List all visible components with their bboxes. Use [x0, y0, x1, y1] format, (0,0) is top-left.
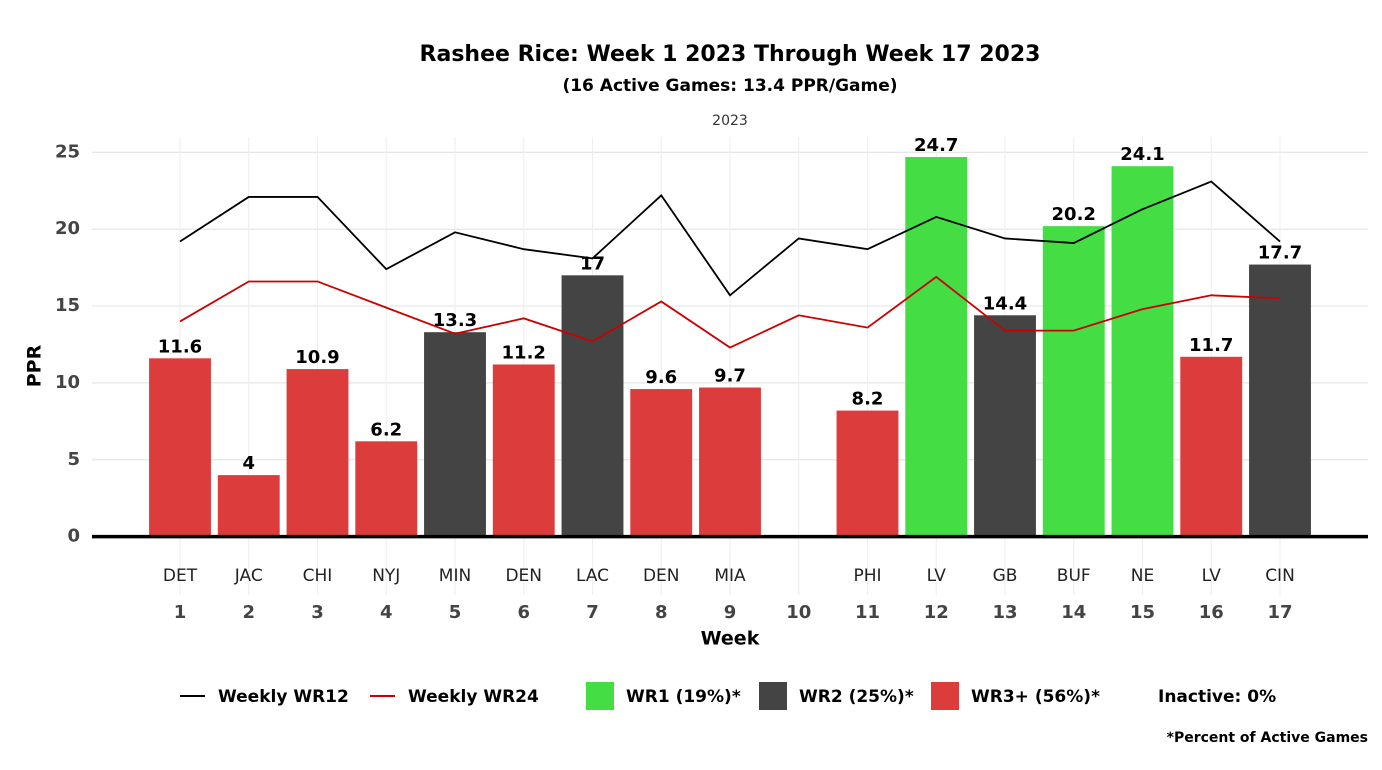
- category-label: MIA: [714, 566, 746, 586]
- legend-label: Weekly WR24: [408, 687, 539, 707]
- category-label: LV: [927, 566, 947, 586]
- bar: [149, 358, 211, 537]
- x-tick-label: 14: [1061, 602, 1086, 623]
- legend-label: WR3+ (56%)*: [971, 687, 1100, 707]
- category-label: DEN: [505, 566, 542, 586]
- category-label: DEN: [643, 566, 680, 586]
- bar: [699, 387, 761, 537]
- category-label: JAC: [234, 566, 263, 586]
- chart-title: Rashee Rice: Week 1 2023 Through Week 17…: [420, 42, 1041, 67]
- bar: [492, 364, 555, 537]
- y-tick-label: 20: [55, 218, 80, 239]
- x-tick-label: 4: [380, 602, 393, 623]
- y-axis-label: PPR: [24, 344, 46, 387]
- x-axis-label: Week: [701, 628, 760, 650]
- x-tick-label: 1: [174, 602, 187, 623]
- category-label: NYJ: [372, 566, 400, 586]
- value-label: 24.7: [914, 135, 958, 156]
- category-label: CHI: [303, 566, 333, 586]
- bar: [1249, 264, 1311, 537]
- bar: [905, 156, 968, 537]
- value-label: 14.4: [983, 293, 1027, 314]
- x-tick-label: 17: [1267, 602, 1292, 623]
- x-tick-label: 2: [242, 602, 255, 623]
- bar: [836, 410, 899, 537]
- category-label: NE: [1131, 566, 1154, 586]
- x-tick-label: 12: [924, 602, 949, 623]
- category-label: BUF: [1057, 566, 1091, 586]
- x-tick-label: 16: [1199, 602, 1224, 623]
- category-label: PHI: [853, 566, 881, 586]
- y-tick-label: 15: [55, 295, 80, 316]
- legend-label: Weekly WR12: [218, 687, 349, 707]
- value-label: 4: [242, 453, 255, 474]
- inactive-note: Inactive: 0%: [1158, 687, 1276, 707]
- x-tick-label: 6: [517, 602, 530, 623]
- category-label: GB: [993, 566, 1018, 586]
- legend-label: WR1 (19%)*: [626, 687, 741, 707]
- value-label: 20.2: [1052, 204, 1096, 225]
- x-tick-label: 5: [449, 602, 462, 623]
- x-tick-label: 13: [992, 602, 1017, 623]
- y-tick-label: 0: [67, 526, 80, 547]
- value-label: 9.6: [645, 367, 677, 388]
- bar: [217, 475, 280, 537]
- y-tick-label: 10: [55, 372, 80, 393]
- legend-swatch: [759, 682, 787, 710]
- value-label: 17.7: [1258, 243, 1302, 264]
- bar: [630, 389, 693, 537]
- value-label: 24.1: [1120, 144, 1164, 165]
- value-label: 8.2: [852, 389, 884, 410]
- value-label: 10.9: [295, 347, 339, 368]
- x-tick-label: 3: [311, 602, 324, 623]
- bar: [1042, 226, 1105, 537]
- value-label: 6.2: [370, 419, 402, 440]
- value-label: 11.7: [1189, 335, 1233, 356]
- legend-swatch: [586, 682, 614, 710]
- panel-label: 2023: [712, 113, 748, 129]
- value-label: 13.3: [433, 310, 477, 331]
- y-tick-label: 5: [67, 449, 80, 470]
- value-label: 17: [580, 253, 605, 274]
- x-tick-label: 7: [586, 602, 599, 623]
- category-label: LAC: [576, 566, 609, 586]
- chart-subtitle: (16 Active Games: 13.4 PPR/Game): [562, 76, 897, 96]
- category-label: LV: [1202, 566, 1222, 586]
- bar: [974, 315, 1036, 537]
- x-tick-label: 10: [786, 602, 811, 623]
- line-series: [179, 275, 1281, 349]
- category-label: CIN: [1265, 566, 1295, 586]
- legend-label: WR2 (25%)*: [799, 687, 914, 707]
- y-tick-label: 25: [55, 141, 80, 162]
- category-label: DET: [163, 566, 198, 586]
- bar: [1180, 356, 1243, 537]
- x-tick-label: 11: [855, 602, 880, 623]
- bar: [1111, 166, 1174, 537]
- category-label: MIN: [439, 566, 471, 586]
- x-tick-label: 8: [655, 602, 668, 623]
- bar: [424, 332, 486, 537]
- bar: [561, 275, 624, 537]
- x-tick-label: 15: [1130, 602, 1155, 623]
- bar: [355, 441, 418, 537]
- value-label: 11.6: [158, 336, 202, 357]
- x-tick-label: 9: [724, 602, 737, 623]
- bar: [286, 369, 349, 537]
- footnote: *Percent of Active Games: [1167, 730, 1368, 746]
- line-series: [179, 180, 1281, 297]
- value-label: 11.2: [502, 342, 546, 363]
- legend-swatch: [931, 682, 959, 710]
- value-label: 9.7: [714, 366, 746, 387]
